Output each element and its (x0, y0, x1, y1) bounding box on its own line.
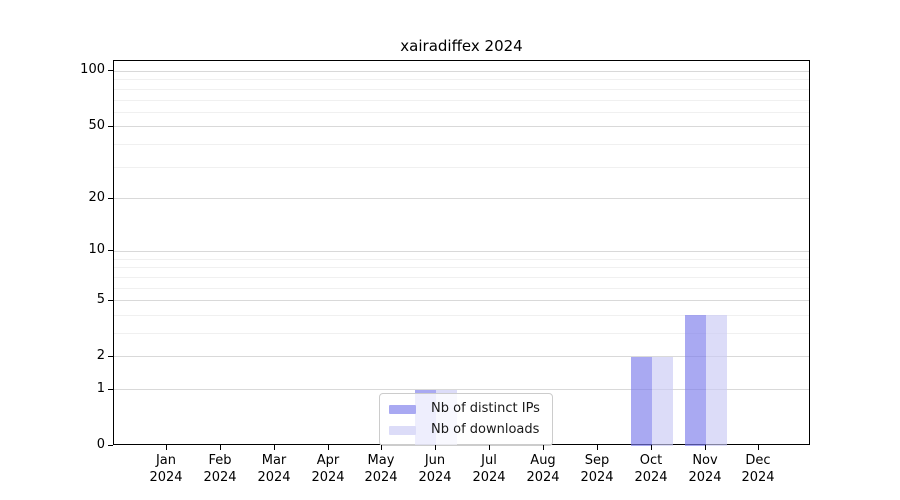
y-tick-label-2: 2 (96, 348, 105, 363)
x-tick-label-mar: Mar 2024 (257, 453, 291, 485)
gridline-minor-9 (114, 259, 809, 260)
x-tick-mark-oct (651, 445, 652, 450)
gridline-major-50 (114, 126, 809, 127)
gridline-major-1 (114, 389, 809, 390)
plot-area: Nb of distinct IPs Nb of downloads (113, 60, 810, 446)
gridline-minor-8 (114, 267, 809, 268)
x-tick-mark-feb (220, 445, 221, 450)
x-tick-label-feb: Feb 2024 (203, 453, 237, 485)
gridline-minor-70 (114, 100, 809, 101)
downloads-swatch (389, 425, 416, 435)
x-tick-mark-jan (166, 445, 167, 450)
gridline-minor-30 (114, 167, 809, 168)
y-tick-mark-1 (108, 389, 113, 390)
gridline-minor-4 (114, 315, 809, 316)
x-tick-mark-dec (758, 445, 759, 450)
legend-label-distinct-ips: Nb of distinct IPs (431, 401, 540, 416)
y-tick-label-5: 5 (96, 292, 105, 307)
distinct-ips-swatch (389, 404, 416, 414)
x-tick-mark-jul (489, 445, 490, 450)
x-tick-label-may: May 2024 (364, 453, 398, 485)
y-tick-mark-0 (108, 445, 113, 446)
gridline-major-100 (114, 71, 809, 72)
gridline-minor-60 (114, 112, 809, 113)
x-tick-mark-mar (274, 445, 275, 450)
y-tick-label-0: 0 (96, 437, 105, 452)
y-tick-label-20: 20 (88, 190, 105, 205)
y-tick-mark-100 (108, 70, 113, 71)
gridline-minor-3 (114, 333, 809, 334)
y-tick-label-1: 1 (96, 381, 105, 396)
y-tick-label-50: 50 (88, 118, 105, 133)
y-tick-label-10: 10 (88, 242, 105, 257)
x-tick-label-nov: Nov 2024 (688, 453, 722, 485)
x-tick-label-oct: Oct 2024 (634, 453, 668, 485)
x-tick-mark-aug (543, 445, 544, 450)
y-tick-mark-50 (108, 126, 113, 127)
gridline-minor-90 (114, 79, 809, 80)
x-tick-mark-may (381, 445, 382, 450)
x-tick-label-jul: Jul 2024 (472, 453, 506, 485)
gridline-minor-40 (114, 144, 809, 145)
gridline-minor-7 (114, 277, 809, 278)
x-tick-label-jun: Jun 2024 (418, 453, 452, 485)
legend-label-downloads: Nb of downloads (431, 422, 540, 437)
bar-nb-of-distinct-ips-nov (685, 315, 706, 446)
bar-nb-of-downloads-oct (652, 357, 673, 446)
gridline-minor-80 (114, 89, 809, 90)
x-tick-label-apr: Apr 2024 (311, 453, 345, 485)
x-tick-mark-nov (705, 445, 706, 450)
gridline-minor-6 (114, 288, 809, 289)
legend-row-downloads: Nb of downloads (389, 422, 540, 438)
chart-title: xairadiffex 2024 (400, 37, 523, 55)
y-tick-mark-2 (108, 356, 113, 357)
x-tick-label-aug: Aug 2024 (526, 453, 560, 485)
gridline-major-20 (114, 198, 809, 199)
y-tick-mark-10 (108, 250, 113, 251)
x-tick-mark-apr (328, 445, 329, 450)
x-tick-mark-jun (435, 445, 436, 450)
bar-nb-of-distinct-ips-oct (631, 357, 652, 446)
y-tick-mark-20 (108, 198, 113, 199)
y-tick-mark-5 (108, 300, 113, 301)
gridline-major-10 (114, 251, 809, 252)
x-tick-label-dec: Dec 2024 (741, 453, 775, 485)
x-tick-label-sep: Sep 2024 (580, 453, 614, 485)
x-tick-mark-sep (597, 445, 598, 450)
gridline-major-5 (114, 300, 809, 301)
gridline-major-2 (114, 356, 809, 357)
y-tick-label-100: 100 (80, 62, 105, 77)
legend-row-distinct-ips: Nb of distinct IPs (389, 401, 540, 417)
x-tick-label-jan: Jan 2024 (149, 453, 183, 485)
bar-nb-of-downloads-nov (706, 315, 727, 446)
legend: Nb of distinct IPs Nb of downloads (379, 393, 553, 446)
